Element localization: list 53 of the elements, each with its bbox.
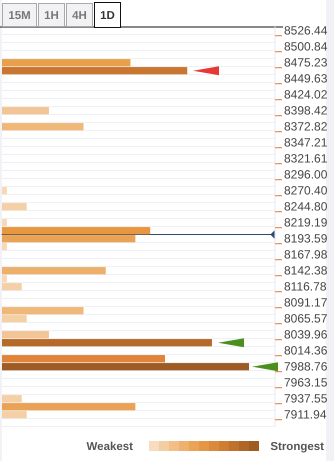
bar (2, 275, 7, 282)
bar (2, 123, 84, 130)
text: Weakest (86, 441, 134, 453)
bar (2, 355, 166, 362)
bar (2, 331, 49, 338)
bar (2, 403, 136, 410)
text: 4H (72, 10, 87, 22)
y-tick-label: 8116.78 (284, 280, 327, 294)
bar (2, 395, 22, 402)
bar (2, 67, 188, 74)
y-tick-label: 8039.96 (284, 328, 328, 342)
y-tick-label: 8500.84 (284, 40, 328, 54)
bar (2, 187, 7, 194)
y-tick-label: 8219.19 (284, 216, 328, 230)
y-tick-label: 8244.80 (284, 200, 328, 214)
bar (2, 411, 27, 418)
bar (2, 363, 249, 370)
y-tick-label: 8167.98 (284, 248, 328, 262)
y-tick-label: 8526.44 (284, 24, 328, 38)
y-tick-label: 7963.15 (284, 376, 328, 390)
text: 1D (100, 10, 115, 22)
bar (2, 203, 27, 210)
y-tick-label: 8193.59 (284, 232, 328, 246)
bar (2, 267, 106, 274)
bar (2, 219, 7, 226)
text: 1H (44, 10, 59, 22)
y-tick-label: 8398.42 (284, 104, 328, 118)
bar (2, 339, 212, 346)
bar (2, 315, 27, 322)
bar (2, 243, 7, 250)
bar (2, 235, 136, 242)
text: Strongest (270, 441, 324, 453)
y-tick-label: 8475.23 (284, 56, 328, 70)
text: 15M (8, 10, 31, 22)
y-tick-label: 7937.55 (284, 392, 328, 406)
bar (2, 227, 150, 234)
y-tick-label: 8091.17 (284, 296, 328, 310)
y-tick-label: 8372.82 (284, 120, 328, 134)
y-tick-label: 7988.76 (284, 360, 328, 374)
y-tick-label: 8321.61 (284, 152, 328, 166)
y-tick-label: 8449.63 (284, 72, 328, 86)
bar (2, 283, 22, 290)
bar (2, 59, 130, 66)
bar (2, 307, 84, 314)
bar (2, 107, 49, 114)
y-tick-label: 8347.21 (284, 136, 328, 150)
y-tick-label: 8296.00 (284, 168, 328, 182)
y-tick-label: 8424.02 (284, 88, 328, 102)
y-tick-label: 7911.94 (284, 408, 327, 422)
y-tick-label: 8142.38 (284, 264, 328, 278)
y-tick-label: 8065.57 (284, 312, 328, 326)
y-tick-label: 8014.36 (284, 344, 328, 358)
y-tick-label: 8270.40 (284, 184, 328, 198)
